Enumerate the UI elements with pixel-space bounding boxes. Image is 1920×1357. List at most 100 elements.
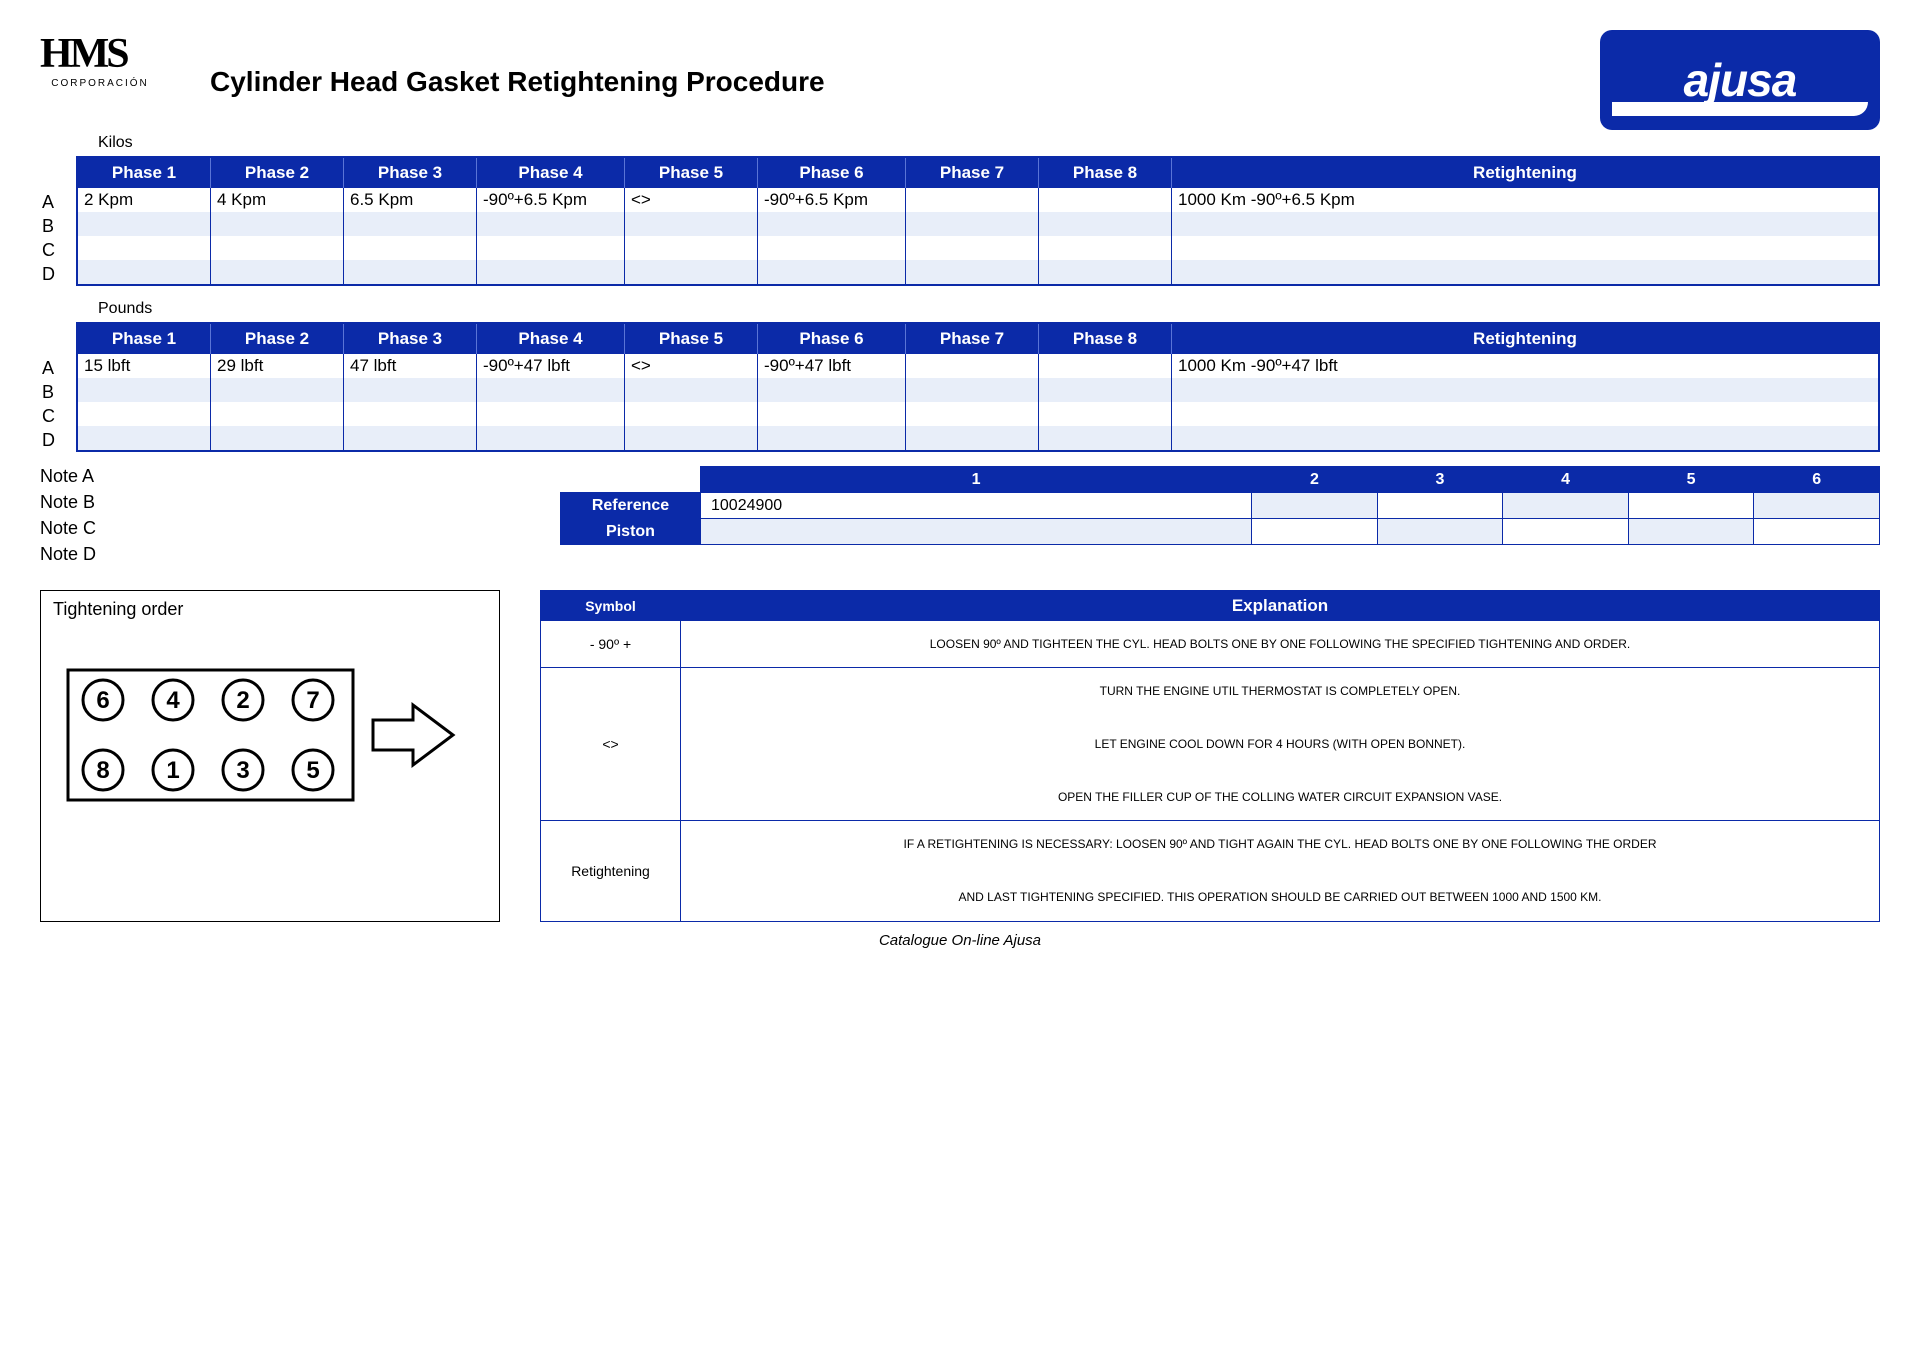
table-cell [211,212,344,236]
table-cell [1172,378,1878,402]
tightening-order-box: Tightening order 64278135 [40,590,500,922]
hms-logo: HMS CORPORACIÓN [40,30,160,89]
table-cell [211,236,344,260]
unit-label-kilos: Kilos [98,134,1880,152]
piston-cell [1628,519,1754,545]
piston-cell [1754,519,1880,545]
phase-header: Phase 7 [906,158,1039,188]
explanation-row: - 90º +LOOSEN 90º AND TIGHTEEN THE CYL. … [541,621,1880,668]
note-a: Note A [40,466,500,492]
table-cell [906,212,1039,236]
ref-num-header: 6 [1754,467,1880,493]
ref-num-header: 3 [1377,467,1503,493]
phase-header: Phase 8 [1039,324,1172,354]
bolt-number: 6 [96,687,109,714]
phase-header: Retightening [1172,158,1878,188]
table-cell: 47 lbft [344,354,477,378]
reference-table: 1 2 3 4 5 6 Reference 10024900 Piston [560,466,1880,545]
bolt-number: 1 [166,757,179,784]
row-label: D [40,262,76,286]
table-cell [1039,402,1172,426]
table-row [78,212,1878,236]
reference-cell [1377,493,1503,519]
header: HMS CORPORACIÓN Cylinder Head Gasket Ret… [40,30,1880,130]
table-row [78,378,1878,402]
ref-num-header: 2 [1252,467,1378,493]
symbol-cell: <> [541,668,681,821]
phase-header: Phase 5 [625,158,758,188]
table-cell [477,426,625,450]
unit-label-pounds: Pounds [98,300,1880,318]
table-cell [477,260,625,284]
table-cell [625,402,758,426]
explanation-cell: IF A RETIGHTENING IS NECESSARY: LOOSEN 9… [681,821,1880,921]
table-cell: -90º+47 lbft [477,354,625,378]
row-label: A [40,190,76,214]
table-cell [906,378,1039,402]
phase-header: Phase 8 [1039,158,1172,188]
row-label: B [40,214,76,238]
arrow-icon [373,705,453,765]
table-row [78,260,1878,284]
ref-num-header: 4 [1503,467,1629,493]
table-row: 2 Kpm4 Kpm6.5 Kpm-90º+6.5 Kpm<>-90º+6.5 … [78,188,1878,212]
reference-row-label: Reference [561,493,701,519]
phase-header: Phase 2 [211,158,344,188]
table-cell [1172,402,1878,426]
table-cell [78,212,211,236]
explanation-table: Symbol Explanation - 90º +LOOSEN 90º AND… [540,590,1880,922]
row-label: D [40,428,76,452]
piston-cell [1377,519,1503,545]
table-cell [1039,212,1172,236]
table-cell [78,402,211,426]
table-row [78,402,1878,426]
phase-header: Phase 4 [477,324,625,354]
table-cell [1039,260,1172,284]
pounds-table: A B C D Phase 1 Phase 2 Phase 3 Phase 4 … [40,322,1880,452]
table-cell [211,402,344,426]
symbol-cell: Retightening [541,821,681,921]
reference-cell [1754,493,1880,519]
table-cell [906,236,1039,260]
note-c: Note C [40,518,500,544]
table-cell [477,236,625,260]
table-cell [344,378,477,402]
table-cell: 29 lbft [211,354,344,378]
table-cell [477,402,625,426]
explanation-cell: LOOSEN 90º AND TIGHTEEN THE CYL. HEAD BO… [681,621,1880,668]
phase-header: Retightening [1172,324,1878,354]
table-cell [477,212,625,236]
bolt-number: 7 [306,687,319,714]
table-cell: 15 lbft [78,354,211,378]
reference-cell [1503,493,1629,519]
table-cell [344,402,477,426]
table-cell [625,212,758,236]
table-cell: 6.5 Kpm [344,188,477,212]
phase-header: Phase 3 [344,324,477,354]
table-cell: <> [625,354,758,378]
table-cell: -90º+47 lbft [758,354,906,378]
table-cell [78,236,211,260]
table-cell: 4 Kpm [211,188,344,212]
table-cell [758,426,906,450]
piston-cell [1252,519,1378,545]
explanation-header: Explanation [681,591,1880,621]
notes-block: Note A Note B Note C Note D [40,466,500,570]
table-cell [78,426,211,450]
table-cell [1172,212,1878,236]
tightening-order-title: Tightening order [53,599,487,620]
table-cell: 1000 Km -90º+6.5 Kpm [1172,188,1878,212]
phase-header: Phase 6 [758,158,906,188]
note-d: Note D [40,544,500,570]
explanation-cell: TURN THE ENGINE UTIL THERMOSTAT IS COMPL… [681,668,1880,821]
table-row [78,426,1878,450]
table-cell [906,402,1039,426]
table-cell [1039,188,1172,212]
table-cell: <> [625,188,758,212]
table-cell [344,426,477,450]
table-cell [1039,426,1172,450]
hms-logo-text: HMS [40,30,160,78]
phase-header: Phase 1 [78,324,211,354]
ajusa-logo: ajusa [1600,30,1880,130]
table-cell [906,188,1039,212]
